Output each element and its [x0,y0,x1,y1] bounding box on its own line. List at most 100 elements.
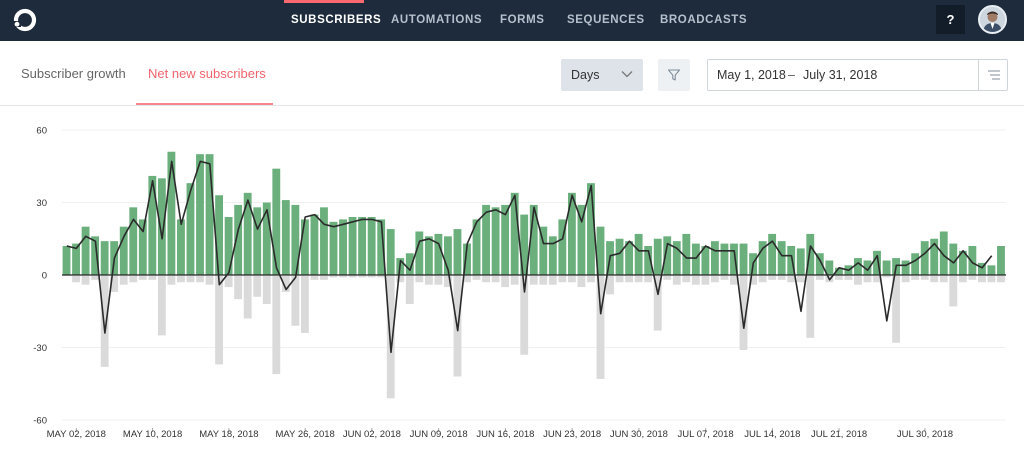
gained-bar [720,243,729,275]
lost-bar [177,276,185,283]
gained-bar [968,246,977,275]
gained-bar [377,219,386,275]
date-menu-button[interactable] [978,60,1008,90]
lost-bar [558,276,567,283]
gained-bar [472,219,481,275]
chart-header: Subscriber growth Net new subscribers Da… [0,41,1024,106]
user-avatar-icon [980,7,1005,32]
lost-bar [739,276,748,350]
lost-bar [615,276,624,283]
x-axis-ticks: MAY 02, 2018 MAY 10, 2018 MAY 18, 2018 MAY … [47,428,953,440]
lost-bar [701,276,710,285]
gained-bar [444,236,452,275]
date-range-picker[interactable]: May 1, 2018 – July 31, 2018 [707,59,1008,91]
nav-forms[interactable]: FORMS [500,14,545,26]
gained-bar [711,241,719,275]
convertkit-logo-icon[interactable] [10,6,38,34]
lost-bar [81,276,90,285]
lost-bar [644,276,653,283]
date-from: May 1, 2018 [717,68,786,82]
nav-active-indicator [284,0,364,3]
lost-bar [806,276,815,338]
tab-net-new-subscribers[interactable]: Net new subscribers [148,66,266,81]
lost-bar [444,276,452,288]
lost-bar [768,276,777,280]
lost-bar [815,276,824,280]
gained-bar [177,219,185,275]
gained-bar [72,243,80,275]
gained-bar [358,217,367,275]
gained-bar [243,192,252,275]
lost-bar [300,276,309,333]
gained-bar [186,183,195,275]
gained-bar [587,183,595,275]
lost-bar [320,276,328,280]
lost-bar [606,276,614,295]
gained-bar [339,219,347,275]
lost-bar [415,276,424,283]
nav-sequences[interactable]: SEQUENCES [567,14,645,26]
nav-automations[interactable]: AUTOMATIONS [391,14,483,26]
lost-bar [243,276,252,319]
gained-bar [596,226,605,275]
lost-bar [424,276,433,285]
gained-bar [949,243,958,275]
x-tick-label: MAY 02, 2018 [47,429,106,440]
lost-bar [682,276,691,283]
date-to: July 31, 2018 [803,68,878,82]
gained-bar [234,204,243,275]
gained-bar [672,241,681,275]
nav-broadcasts[interactable]: BROADCASTS [660,14,748,26]
lost-bar [987,276,996,283]
lost-bar [501,276,510,288]
gained-bar [653,238,662,275]
gained-bar [987,265,996,275]
x-tick-label: JUL 14, 2018 [744,429,800,440]
filter-button[interactable] [658,59,690,91]
gained-bar [663,236,672,275]
lost-bar [625,276,634,283]
lost-bar [157,276,166,336]
y-tick-label: 30 [36,198,47,209]
granularity-select[interactable]: Days [561,59,643,91]
gained-bar [882,260,891,275]
gained-bar [825,260,834,275]
lost-bar [539,276,548,285]
gained-bar [977,262,986,275]
y-tick-label: 60 [36,126,47,137]
gained-bar [796,248,805,275]
lost-bar [329,276,338,278]
help-button[interactable]: ? [936,5,965,34]
lost-bar [873,276,881,283]
lost-bar [777,276,786,280]
lost-bar [567,276,576,283]
lost-bar [339,276,347,278]
gained-bar [539,226,548,275]
lost-bar [196,276,204,283]
avatar[interactable] [978,5,1007,34]
lost-bar [405,276,414,304]
lost-bar [91,276,100,280]
gained-bar [291,204,300,275]
hamburger-menu-icon [988,70,1000,80]
lost-bar [901,276,910,283]
filter-funnel-icon [667,69,681,81]
lost-bar [930,276,939,283]
lost-bar [110,276,119,292]
lost-bar [510,276,519,285]
lost-bar [215,276,224,365]
gained-bar [463,243,471,275]
lost-bar [119,276,128,285]
x-tick-label: JUL 21, 2018 [811,429,867,440]
lost-bar [291,276,300,326]
lost-bar [482,276,490,283]
gained-bar [920,241,929,275]
y-axis-ticks: 60 30 0 -30 -60 [33,126,47,427]
nav-subscribers[interactable]: SUBSCRIBERS [291,14,382,26]
gained-bar [834,267,843,275]
gained-bar [224,217,233,275]
lost-bar [720,276,729,280]
lost-bar [281,276,290,292]
gained-bar [491,207,500,275]
tab-subscriber-growth[interactable]: Subscriber growth [21,66,126,81]
